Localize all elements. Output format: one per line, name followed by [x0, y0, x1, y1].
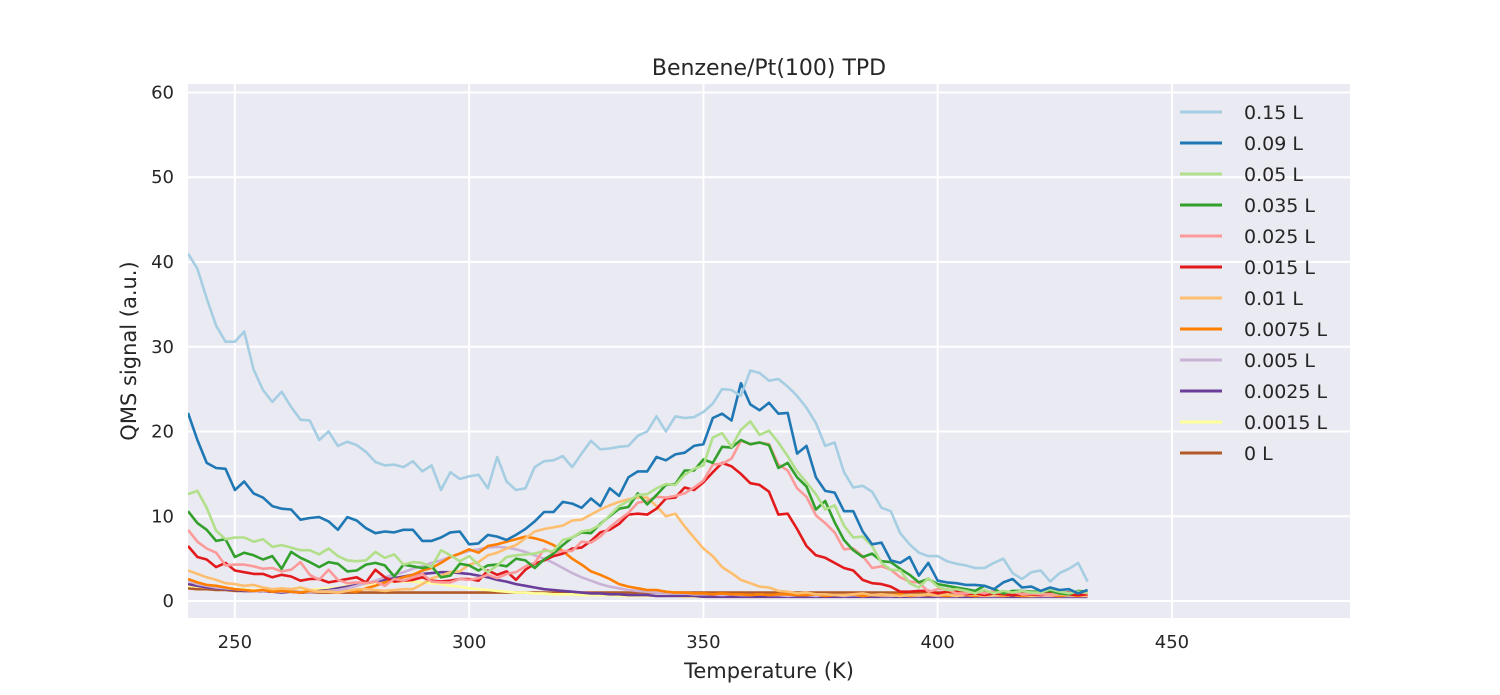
series-line-0-01-L [188, 496, 1088, 598]
legend-label: 0.0025 L [1244, 381, 1328, 403]
y-tick-label: 10 [151, 506, 174, 527]
series-line-0-09-L [188, 381, 1089, 595]
plot-area [188, 84, 1350, 618]
x-axis-label: Temperature (K) [683, 659, 854, 683]
grid [188, 84, 1350, 618]
legend-label: 0.01 L [1244, 288, 1303, 310]
legend-label: 0 L [1244, 443, 1273, 465]
legend-label: 0.015 L [1244, 257, 1315, 279]
x-tick-label: 300 [452, 632, 486, 653]
y-axis-label: QMS signal (a.u.) [117, 261, 141, 440]
series-lines [188, 252, 1089, 599]
legend-label: 0.035 L [1244, 195, 1315, 217]
y-tick-label: 40 [151, 252, 174, 273]
x-tick-label: 450 [1155, 632, 1189, 653]
series-line-0-025-L [188, 439, 1088, 596]
legend: 0.15 L 0.09 L 0.05 L 0.035 L 0.025 L 0.015 L 0… [1180, 102, 1328, 465]
legend-label: 0.15 L [1244, 102, 1303, 124]
legend-label: 0.0075 L [1244, 319, 1328, 341]
legend-label: 0.09 L [1244, 133, 1303, 155]
series-line-0-035-L [188, 438, 1088, 596]
y-tick-label: 30 [151, 337, 174, 358]
chart-title: Benzene/Pt(100) TPD [652, 56, 886, 81]
y-tick-label: 0 [163, 591, 174, 612]
series-line-0-15-L [188, 252, 1089, 583]
y-tick-label: 60 [151, 82, 174, 103]
x-tick-labels: 250 300 350 400 450 [218, 632, 1189, 653]
x-tick-label: 350 [686, 632, 720, 653]
x-tick-label: 250 [218, 632, 252, 653]
y-tick-label: 20 [151, 422, 174, 443]
legend-label: 0.05 L [1244, 164, 1303, 186]
y-tick-label: 50 [151, 167, 174, 188]
legend-label: 0.025 L [1244, 226, 1315, 248]
legend-label: 0.005 L [1244, 350, 1315, 372]
legend-label: 0.0015 L [1244, 412, 1328, 434]
x-tick-label: 400 [920, 632, 954, 653]
y-tick-labels: 0 10 20 30 40 50 60 [151, 82, 174, 612]
series-line-0-05-L [188, 420, 1088, 595]
